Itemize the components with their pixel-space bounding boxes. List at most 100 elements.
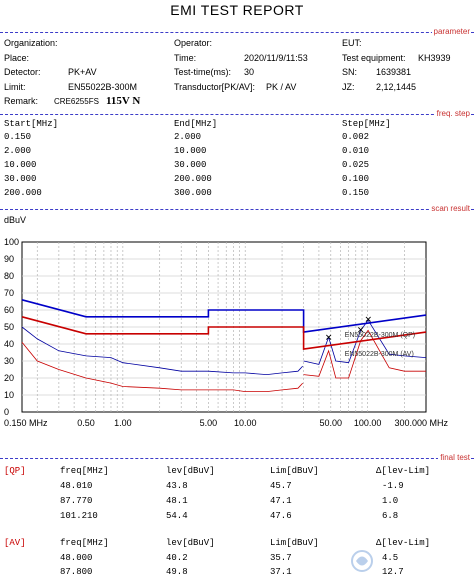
equipment-value: KH3939 xyxy=(418,53,451,63)
peak-marker: ✕ xyxy=(364,316,372,326)
qp-row-lev: 54.4 xyxy=(166,511,188,521)
jz-value: 2,12,1445 xyxy=(376,82,417,92)
final-header-lev: lev[dBuV] xyxy=(166,466,215,476)
y-tick-label: 70 xyxy=(4,288,14,298)
freq-header-start: Start[MHz] xyxy=(4,119,59,129)
parameter-section-label: parameter xyxy=(431,27,470,36)
parameter-divider xyxy=(0,32,474,33)
freq-row-end: 30.000 xyxy=(174,160,207,170)
qp-row-lev: 43.8 xyxy=(166,481,188,491)
remark-voltage: 115V N xyxy=(106,95,141,107)
x-tick-label: 50.00 xyxy=(319,418,342,428)
scan-trace xyxy=(21,326,303,376)
av-row-lev: 40.2 xyxy=(166,553,188,563)
y-tick-label: 20 xyxy=(4,373,14,383)
y-tick-label: 80 xyxy=(4,271,14,281)
limit-value: EN55022B-300M xyxy=(68,82,138,92)
final-header-lim: Lim[dBuV] xyxy=(270,466,319,476)
y-tick-label: 60 xyxy=(4,305,14,315)
testtime-label: Test-time(ms): xyxy=(174,67,231,77)
freq-header-step: Step[MHz] xyxy=(342,119,391,129)
qp-row-lev: 48.1 xyxy=(166,496,188,506)
scan-trace xyxy=(303,319,427,365)
av-row-delta: 4.5 xyxy=(382,553,399,563)
final-header-delta: Δ[lev-Lim] xyxy=(376,538,431,548)
freq-row-start: 10.000 xyxy=(4,160,37,170)
freq-row-end: 200.000 xyxy=(174,174,212,184)
sn-label: SN: xyxy=(342,67,358,77)
qp-row-delta: 1.0 xyxy=(382,496,399,506)
scan-result-section-label: scan result xyxy=(429,204,470,213)
av-row-lev: 49.8 xyxy=(166,567,188,577)
qp-row-delta: 6.8 xyxy=(382,511,399,521)
final-header-delta: Δ[lev-Lim] xyxy=(376,466,431,476)
transductor-value: PK / AV xyxy=(266,82,297,92)
x-tick-label: 10.00 xyxy=(234,418,257,428)
final-header-freq: freq[MHz] xyxy=(60,466,109,476)
av-row-delta: 12.7 xyxy=(382,567,404,577)
detector-value: PK+AV xyxy=(68,67,97,77)
sn-value: 1639381 xyxy=(376,67,412,77)
freq-step-section-label: freq. step xyxy=(434,109,470,118)
scan-trace xyxy=(303,329,426,379)
x-tick-label: 0.150 MHz xyxy=(4,418,48,428)
freq-row-start: 30.000 xyxy=(4,174,37,184)
final-header-lev: lev[dBuV] xyxy=(166,538,215,548)
operator-label: Operator: xyxy=(174,38,213,48)
limit-line xyxy=(21,316,427,351)
time-label: Time: xyxy=(174,53,197,63)
jz-label: JZ: xyxy=(342,82,355,92)
av-row-lim: 35.7 xyxy=(270,553,292,563)
y-tick-label: 10 xyxy=(4,390,14,400)
y-tick-label: 90 xyxy=(4,254,14,264)
time-value: 2020/11/9/11:53 xyxy=(244,53,308,63)
av-row-lim: 37.1 xyxy=(270,567,292,577)
freq-header-end: End[MHz] xyxy=(174,119,218,129)
freq-row-step: 0.150 xyxy=(342,188,370,198)
freq-row-start: 200.000 xyxy=(4,188,42,198)
y-tick-label: 0 xyxy=(4,407,9,417)
final-test-divider xyxy=(0,458,474,459)
y-tick-label: 50 xyxy=(4,322,14,332)
qp-row-lim: 47.1 xyxy=(270,496,292,506)
limit-label: Limit: xyxy=(4,82,26,92)
freq-row-end: 300.000 xyxy=(174,188,212,198)
qp-label: [QP] xyxy=(4,466,26,476)
scan-trace xyxy=(21,342,303,393)
x-tick-label: 0.50 xyxy=(77,418,95,428)
freq-row-end: 10.000 xyxy=(174,146,207,156)
x-tick-label: 100.00 xyxy=(354,418,382,428)
qp-row-freq: 87.770 xyxy=(60,496,93,506)
testtime-value: 30 xyxy=(244,67,255,77)
x-tick-label: 5.00 xyxy=(200,418,218,428)
qp-row-freq: 101.210 xyxy=(60,511,98,521)
organization-label: Organization: xyxy=(4,38,58,48)
chart-ylabel: dBuV xyxy=(4,215,27,225)
remark-value: CRE6255FS xyxy=(54,97,99,106)
eut-label: EUT: xyxy=(342,38,362,48)
qp-row-delta: -1.9 xyxy=(382,481,404,491)
freq-step-divider xyxy=(0,114,474,115)
av-row-freq: 48.000 xyxy=(60,553,93,563)
freq-row-step: 0.100 xyxy=(342,174,370,184)
av-label: [AV] xyxy=(4,538,26,548)
av-row-freq: 87.800 xyxy=(60,567,93,577)
peak-marker: ✕ xyxy=(357,326,365,336)
detector-label: Detector: xyxy=(4,67,41,77)
limit-annotation: EN55022B-300M (AV) xyxy=(345,351,414,358)
y-tick-label: 40 xyxy=(4,339,14,349)
freq-row-start: 0.150 xyxy=(4,132,32,142)
equipment-label: Test equipment: xyxy=(342,53,406,63)
y-tick-label: 100 xyxy=(4,237,19,247)
qp-row-lim: 45.7 xyxy=(270,481,292,491)
freq-row-step: 0.025 xyxy=(342,160,370,170)
freq-row-start: 2.000 xyxy=(4,146,32,156)
place-label: Place: xyxy=(4,53,30,63)
final-header-freq: freq[MHz] xyxy=(60,538,109,548)
qp-row-lim: 47.6 xyxy=(270,511,292,521)
qp-row-freq: 48.010 xyxy=(60,481,93,491)
y-tick-label: 30 xyxy=(4,356,14,366)
x-tick-label: 1.00 xyxy=(114,418,132,428)
peak-marker: ✕ xyxy=(325,334,333,344)
